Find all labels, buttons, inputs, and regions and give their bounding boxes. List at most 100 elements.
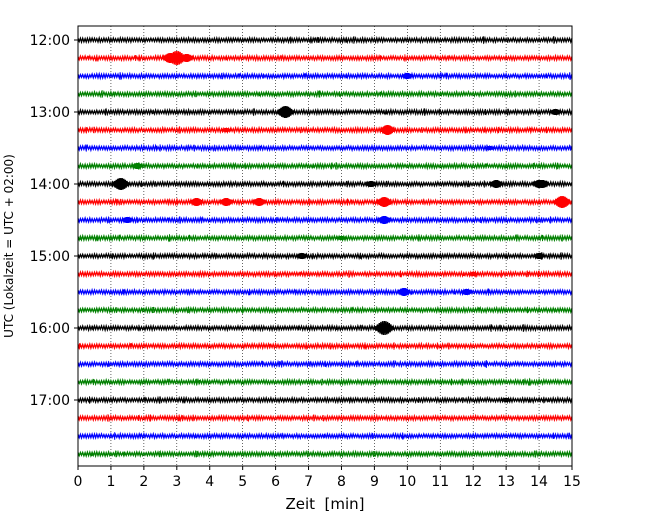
x-axis: 0 1 2 3 4 5 6 7 8 9 10 11 12 13 14 15 bbox=[74, 466, 581, 490]
trace-event bbox=[275, 105, 295, 118]
x-tick-label: 8 bbox=[337, 474, 346, 490]
x-tick-label: 10 bbox=[398, 474, 416, 490]
x-tick-label: 13 bbox=[497, 474, 515, 490]
trace-line bbox=[77, 449, 573, 459]
y-tick-label: 12:00 bbox=[30, 33, 70, 49]
trace-event bbox=[336, 235, 347, 242]
trace-17:15 bbox=[77, 413, 573, 423]
trace-event bbox=[251, 197, 267, 207]
grid-layer bbox=[110, 26, 540, 466]
trace-13:45 bbox=[77, 161, 573, 171]
trace-16:45 bbox=[77, 377, 573, 387]
trace-line bbox=[77, 269, 573, 279]
trace-line bbox=[77, 377, 573, 387]
trace-17:45 bbox=[77, 449, 573, 459]
trace-13:00 bbox=[77, 105, 573, 118]
y-axis: 12:00 13:00 14:00 15:00 16:00 17:00 bbox=[30, 33, 78, 409]
x-tick-label: 2 bbox=[139, 474, 148, 490]
trace-event bbox=[500, 397, 512, 404]
x-tick-label: 7 bbox=[304, 474, 313, 490]
trace-line bbox=[77, 233, 573, 243]
x-tick-label: 3 bbox=[172, 474, 181, 490]
trace-14:00 bbox=[77, 177, 573, 190]
trace-12:00 bbox=[77, 35, 573, 45]
x-tick-label: 14 bbox=[530, 474, 548, 490]
trace-line bbox=[77, 305, 573, 315]
x-tick-label: 5 bbox=[238, 474, 247, 490]
trace-13:15 bbox=[77, 124, 573, 136]
trace-event bbox=[549, 108, 562, 116]
y-tick-label: 15:00 bbox=[30, 249, 70, 265]
trace-event bbox=[189, 197, 205, 207]
trace-event bbox=[396, 287, 412, 297]
trace-17:00 bbox=[77, 395, 573, 405]
x-tick-label: 12 bbox=[464, 474, 482, 490]
x-axis-title: Zeit [min] bbox=[285, 495, 364, 513]
trace-event bbox=[161, 52, 179, 64]
trace-event bbox=[467, 271, 479, 278]
trace-event bbox=[379, 124, 397, 136]
trace-event bbox=[220, 127, 232, 134]
trace-event bbox=[552, 195, 572, 208]
x-tick-label: 6 bbox=[271, 474, 280, 490]
y-axis-title: UTC (Lokalzeit = UTC + 02:00) bbox=[2, 154, 16, 338]
trace-line bbox=[77, 179, 573, 189]
trace-15:15 bbox=[77, 269, 573, 279]
trace-line bbox=[77, 287, 573, 297]
trace-16:00 bbox=[77, 320, 573, 335]
trace-line bbox=[77, 53, 573, 63]
trace-17:30 bbox=[77, 431, 573, 441]
trace-event bbox=[364, 180, 378, 188]
trace-line bbox=[77, 89, 573, 99]
x-tick-label: 1 bbox=[106, 474, 115, 490]
trace-event bbox=[484, 145, 496, 152]
trace-event bbox=[375, 196, 393, 208]
y-tick-label: 13:00 bbox=[30, 105, 70, 121]
trace-event bbox=[532, 252, 546, 260]
trace-event bbox=[130, 162, 144, 170]
trace-line bbox=[77, 107, 573, 117]
trace-line bbox=[77, 431, 573, 441]
trace-line bbox=[77, 161, 573, 171]
trace-15:45 bbox=[77, 305, 573, 315]
trace-12:45 bbox=[77, 89, 573, 99]
y-tick-label: 14:00 bbox=[30, 177, 70, 193]
trace-line bbox=[77, 143, 573, 153]
trace-event bbox=[376, 215, 392, 225]
trace-event bbox=[120, 216, 134, 224]
y-tick-label: 16:00 bbox=[30, 321, 70, 337]
x-tick-label: 0 bbox=[74, 474, 83, 490]
trace-line bbox=[77, 197, 573, 207]
x-tick-label: 11 bbox=[431, 474, 449, 490]
trace-14:45 bbox=[77, 233, 573, 243]
y-tick-label: 17:00 bbox=[30, 393, 70, 409]
trace-event bbox=[400, 72, 414, 80]
trace-line bbox=[77, 413, 573, 423]
trace-line bbox=[77, 215, 573, 225]
trace-event bbox=[111, 177, 131, 190]
trace-event bbox=[460, 288, 474, 296]
trace-14:30 bbox=[77, 215, 573, 225]
trace-14:15 bbox=[77, 195, 573, 208]
trace-line bbox=[77, 125, 573, 135]
trace-event bbox=[179, 53, 195, 63]
trace-16:30 bbox=[77, 359, 573, 369]
trace-line bbox=[77, 341, 573, 351]
trace-13:30 bbox=[77, 143, 573, 153]
trace-line bbox=[77, 71, 573, 81]
trace-event bbox=[373, 320, 395, 335]
trace-event bbox=[218, 197, 234, 207]
trace-event bbox=[488, 179, 504, 189]
trace-12:30 bbox=[77, 71, 573, 81]
x-tick-label: 15 bbox=[563, 474, 581, 490]
trace-event bbox=[295, 252, 309, 260]
trace-line bbox=[77, 395, 573, 405]
trace-15:00 bbox=[77, 251, 573, 261]
trace-15:30 bbox=[77, 287, 573, 297]
trace-layer bbox=[77, 35, 573, 459]
trace-line bbox=[77, 251, 573, 261]
trace-12:15 bbox=[77, 50, 573, 65]
x-tick-label: 4 bbox=[205, 474, 214, 490]
